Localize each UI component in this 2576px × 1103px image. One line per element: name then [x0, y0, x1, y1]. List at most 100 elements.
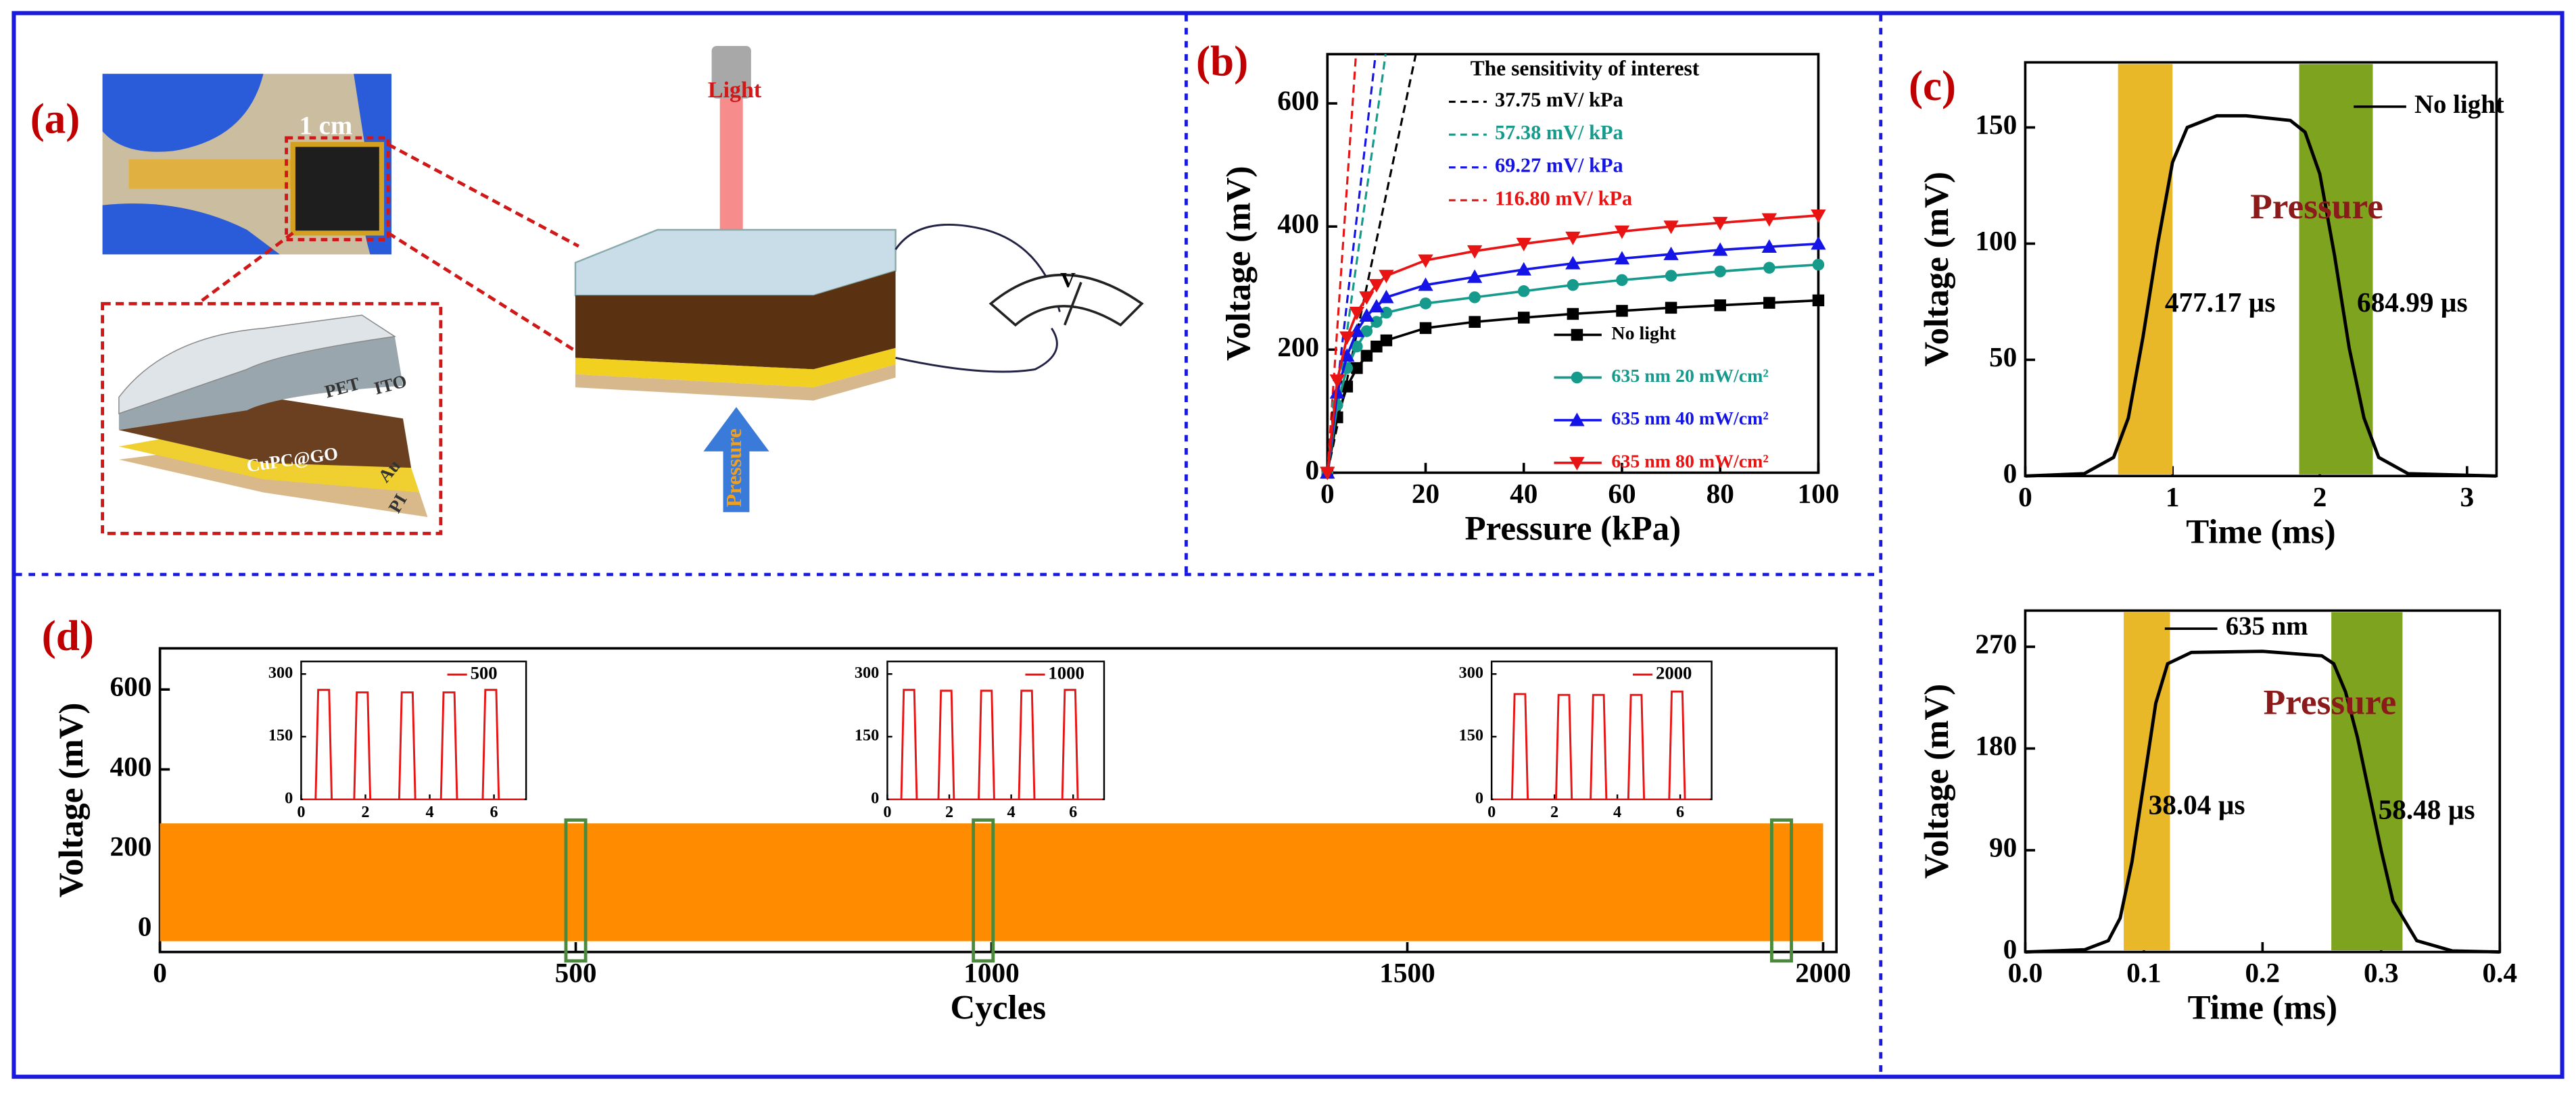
- stack-pi: [575, 364, 896, 401]
- x-axis-label: Time (ms): [2186, 513, 2335, 551]
- annotation: 58.48 µs: [2379, 794, 2475, 825]
- legend-label: 500: [471, 662, 498, 683]
- y-tick-label: 0: [138, 910, 152, 941]
- x-tick-label: 3: [2460, 481, 2475, 512]
- light-label: Light: [708, 78, 762, 103]
- highlight-box: [564, 818, 588, 963]
- marker: [1571, 371, 1583, 384]
- y-tick-label: 400: [1277, 208, 1319, 239]
- marker: [1811, 210, 1826, 223]
- x-tick-label: 2: [361, 803, 369, 821]
- y-tick-label: 0: [2003, 933, 2018, 964]
- y-tick-label: 50: [1989, 341, 2017, 372]
- marker: [1351, 340, 1363, 353]
- panel-label: (a): [30, 95, 80, 143]
- legend-label: 635 nm: [2226, 612, 2308, 641]
- marker: [1812, 258, 1825, 271]
- marker: [1370, 316, 1383, 328]
- pulse: [1554, 693, 1573, 800]
- annotation: 684.99 µs: [2357, 287, 2468, 318]
- marker: [1713, 242, 1728, 256]
- x-tick-label: 0.0: [2008, 957, 2043, 988]
- x-tick-label: 0.4: [2482, 957, 2517, 988]
- y-tick-label: 270: [1975, 628, 2017, 659]
- annotation: Pressure: [2250, 186, 2383, 226]
- marker: [1469, 316, 1481, 328]
- marker: [1569, 457, 1585, 471]
- y-tick-label: 0: [2003, 458, 2018, 489]
- marker: [1761, 239, 1777, 253]
- marker: [1418, 277, 1433, 291]
- y-axis-label: Voltage (mV): [53, 703, 91, 898]
- zoom-line: [387, 231, 580, 355]
- electrode: [128, 159, 293, 189]
- series-line: [1326, 214, 1819, 473]
- x-tick-label: 2: [1550, 803, 1558, 821]
- y-tick-label: 600: [110, 671, 152, 702]
- band: [2118, 64, 2173, 474]
- marker: [1569, 412, 1585, 426]
- pulse: [900, 689, 918, 800]
- inset-background: [1492, 661, 1712, 800]
- pulse: [398, 691, 416, 800]
- wire: [895, 327, 1058, 373]
- marker: [1329, 374, 1345, 388]
- sensitivity-label: 37.75 mV/ kPa: [1495, 89, 1623, 112]
- marker: [1380, 306, 1393, 319]
- x-tick-label: 0.2: [2245, 957, 2281, 988]
- marker: [1761, 213, 1777, 227]
- x-tick-label: 4: [425, 803, 433, 821]
- panel-label: (c): [1909, 62, 1956, 109]
- marker: [1516, 262, 1531, 276]
- series-line: [1326, 242, 1819, 473]
- marker: [1565, 231, 1581, 245]
- x-tick-label: 0: [153, 957, 167, 988]
- pressure-arrow: [703, 407, 769, 512]
- y-tick-label: 90: [1989, 832, 2017, 863]
- x-tick-label: 1500: [1379, 957, 1435, 988]
- marker: [1379, 270, 1394, 284]
- marker: [1351, 362, 1363, 374]
- y-tick-label: 100: [1975, 225, 2017, 256]
- x-axis-label: Cycles: [951, 989, 1047, 1027]
- marker: [1380, 334, 1393, 347]
- y-tick-label: 150: [855, 727, 879, 745]
- marker: [1368, 278, 1385, 293]
- glove: [102, 203, 280, 255]
- y-tick-label: 0: [871, 789, 879, 807]
- annotation: Pressure: [2264, 682, 2397, 722]
- marker: [1469, 291, 1481, 303]
- y-tick-label: 0: [1306, 454, 1320, 485]
- marker: [1614, 225, 1630, 239]
- pulse: [314, 689, 333, 800]
- zoom-line: [196, 231, 294, 305]
- pulse: [1061, 689, 1079, 800]
- legend-label: 635 nm 80 mW/cm²: [1611, 451, 1768, 472]
- pulse: [1590, 693, 1608, 800]
- marker: [1518, 285, 1530, 297]
- highlight-box: [1769, 818, 1793, 963]
- x-tick-label: 80: [1707, 478, 1734, 509]
- y-tick-label: 300: [1459, 664, 1483, 682]
- inset-background: [887, 661, 1104, 800]
- annotation: 38.04 µs: [2149, 789, 2245, 820]
- pressure-label: Pressure: [722, 428, 746, 507]
- marker: [1339, 331, 1355, 345]
- marker: [1565, 255, 1581, 270]
- stack-au: [575, 347, 896, 388]
- pulse: [1510, 693, 1529, 800]
- x-tick-label: 6: [1069, 803, 1077, 821]
- x-tick-label: 0: [883, 803, 891, 821]
- x-axis-label: Time (ms): [2188, 989, 2337, 1027]
- marker: [1763, 297, 1775, 309]
- marker: [1379, 289, 1394, 303]
- y-tick-label: 200: [1277, 331, 1319, 362]
- pulse: [1018, 689, 1036, 800]
- y-tick-label: 150: [1459, 727, 1483, 745]
- panel-label: (d): [42, 612, 94, 660]
- layer-ito: [118, 336, 403, 431]
- x-tick-label: 4: [1007, 803, 1016, 821]
- series-line: [2025, 649, 2500, 954]
- legend-label: 1000: [1048, 662, 1084, 683]
